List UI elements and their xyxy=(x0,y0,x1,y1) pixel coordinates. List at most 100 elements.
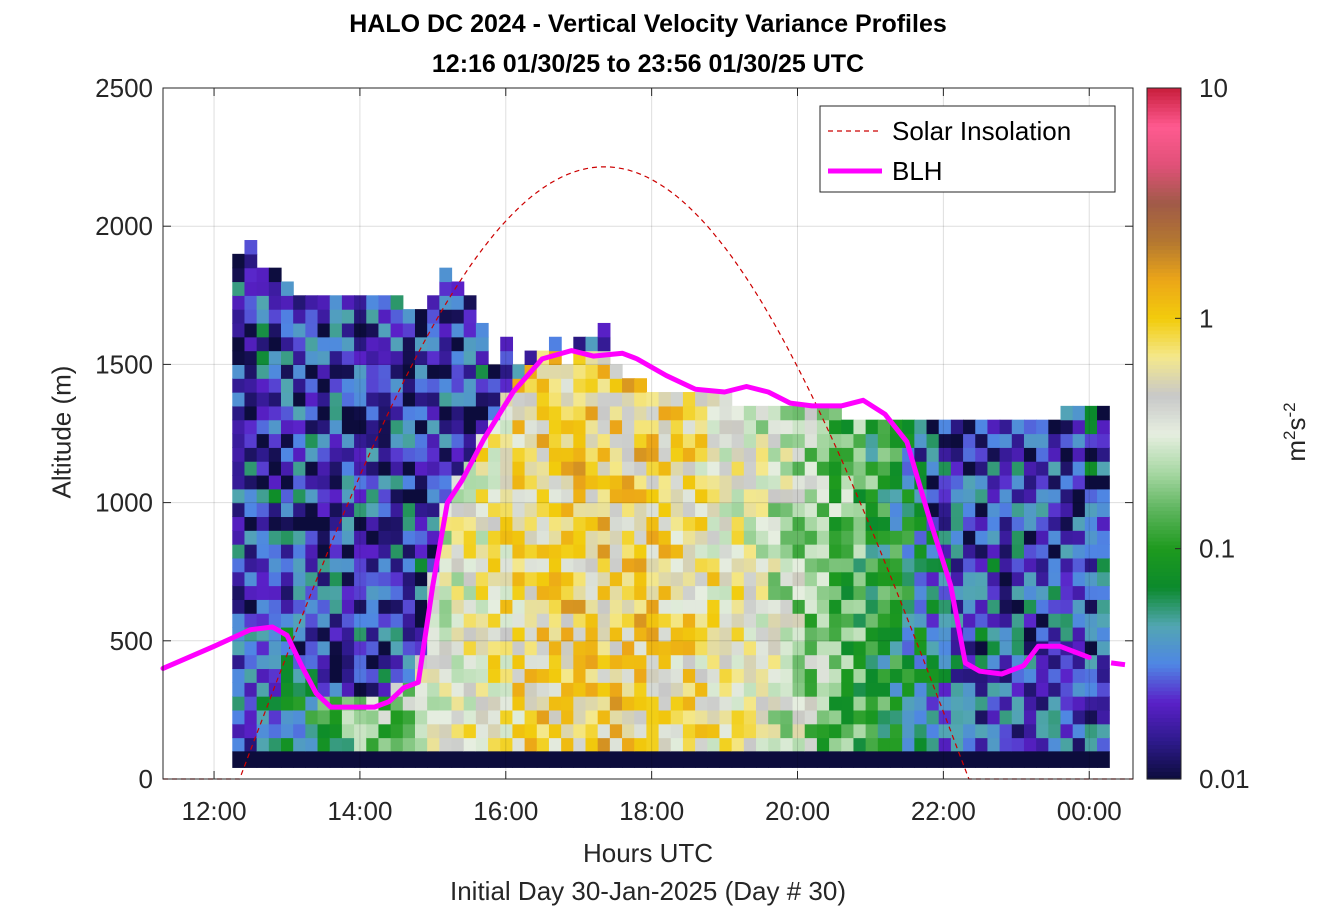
heatmap-cell xyxy=(293,378,306,393)
heatmap-cell xyxy=(877,668,891,683)
heatmap-cell xyxy=(792,571,806,587)
heatmap-cell xyxy=(390,322,404,338)
colorbar-segment xyxy=(1147,448,1181,454)
heatmap-cell xyxy=(792,640,806,656)
heatmap-cell xyxy=(451,709,465,725)
colorbar-segment xyxy=(1147,379,1181,385)
heatmap-cell xyxy=(414,322,428,338)
heatmap-cell xyxy=(427,723,440,739)
heatmap-cell xyxy=(475,737,489,752)
heatmap-cell xyxy=(268,488,282,504)
heatmap-cell xyxy=(682,447,696,462)
heatmap-cell xyxy=(329,557,343,573)
heatmap-cell xyxy=(427,516,440,531)
heatmap-cell xyxy=(390,405,404,421)
heatmap-cell xyxy=(329,309,343,324)
heatmap-cell xyxy=(902,668,915,683)
heatmap-cell xyxy=(670,557,684,573)
heatmap-cell xyxy=(268,502,282,518)
heatmap-cell xyxy=(622,557,635,573)
heatmap-cell xyxy=(1048,530,1062,545)
heatmap-cell xyxy=(1097,557,1110,573)
heatmap-cell xyxy=(451,544,465,559)
heatmap-cell xyxy=(853,557,867,573)
colorbar-segment xyxy=(1147,537,1181,542)
heatmap-cell xyxy=(414,419,428,435)
heatmap-cell xyxy=(731,626,745,642)
heatmap-cell-bottom xyxy=(1048,751,1062,768)
heatmap-cell-bottom xyxy=(293,751,306,768)
heatmap-cell xyxy=(1084,696,1098,711)
heatmap-cell xyxy=(293,405,306,421)
heatmap-cell xyxy=(329,378,343,393)
heatmap-cell xyxy=(743,654,757,670)
heatmap-cell xyxy=(585,599,599,614)
heatmap-cell xyxy=(622,378,635,393)
heatmap-cell xyxy=(963,502,976,518)
heatmap-cell xyxy=(427,696,440,711)
heatmap-cell xyxy=(329,530,343,545)
heatmap-cell xyxy=(293,461,306,476)
heatmap-cell xyxy=(622,682,635,697)
heatmap-cell xyxy=(268,682,282,697)
heatmap-cell xyxy=(1060,613,1074,628)
heatmap-cell xyxy=(1072,626,1086,642)
heatmap-cell xyxy=(804,571,818,587)
heatmap-cell-bottom xyxy=(889,751,903,768)
heatmap-cell xyxy=(317,626,331,642)
heatmap-cell xyxy=(1023,599,1037,614)
heatmap-cell xyxy=(548,613,562,628)
heatmap-cell xyxy=(402,613,416,628)
heatmap-cell xyxy=(548,737,562,752)
heatmap-cell xyxy=(902,626,915,642)
heatmap-cell xyxy=(402,599,416,614)
heatmap-cell xyxy=(914,723,928,739)
heatmap-cell xyxy=(804,696,818,711)
heatmap-cell xyxy=(682,640,696,656)
heatmap-cell xyxy=(463,378,477,393)
heatmap-cell xyxy=(573,447,587,462)
heatmap-cell xyxy=(293,613,306,628)
heatmap-cell xyxy=(816,419,830,435)
heatmap-cell xyxy=(780,405,794,421)
heatmap-cell xyxy=(829,405,842,421)
colorbar-segment xyxy=(1147,291,1181,296)
heatmap-cell xyxy=(1011,557,1025,573)
heatmap-cell xyxy=(463,474,477,490)
heatmap-cell xyxy=(256,557,270,573)
heatmap-cell xyxy=(792,461,806,476)
heatmap-cell xyxy=(548,585,562,600)
heatmap-cell xyxy=(427,461,440,476)
heatmap-cell xyxy=(232,364,246,379)
heatmap-cell xyxy=(792,696,806,711)
heatmap-cell xyxy=(768,585,781,600)
heatmap-cell xyxy=(317,295,331,310)
heatmap-cell xyxy=(293,419,306,435)
heatmap-cell xyxy=(695,723,708,739)
heatmap-cell xyxy=(926,723,940,739)
heatmap-cell xyxy=(609,516,623,531)
heatmap-cell xyxy=(536,378,550,393)
heatmap-cell xyxy=(281,461,294,476)
heatmap-cell xyxy=(707,557,721,573)
heatmap-cell xyxy=(1084,640,1098,656)
heatmap-cell xyxy=(256,322,270,338)
heatmap-cell xyxy=(841,461,855,476)
heatmap-cell xyxy=(1097,502,1110,518)
heatmap-cell xyxy=(512,419,526,435)
heatmap-cell xyxy=(1048,723,1062,739)
heatmap-cell xyxy=(719,474,733,490)
heatmap-cell xyxy=(792,613,806,628)
heatmap-cell xyxy=(305,737,319,752)
heatmap-cell xyxy=(1048,696,1062,711)
heatmap-cell xyxy=(1036,585,1049,600)
heatmap-cell xyxy=(317,364,331,379)
heatmap-cell xyxy=(463,682,477,697)
heatmap-cell xyxy=(451,516,465,531)
heatmap-cell xyxy=(756,419,769,435)
heatmap-cell xyxy=(1036,723,1049,739)
heatmap-cell xyxy=(500,544,514,559)
heatmap-cell xyxy=(390,461,404,476)
colorbar-segment xyxy=(1147,421,1181,427)
heatmap-cell xyxy=(829,709,842,725)
